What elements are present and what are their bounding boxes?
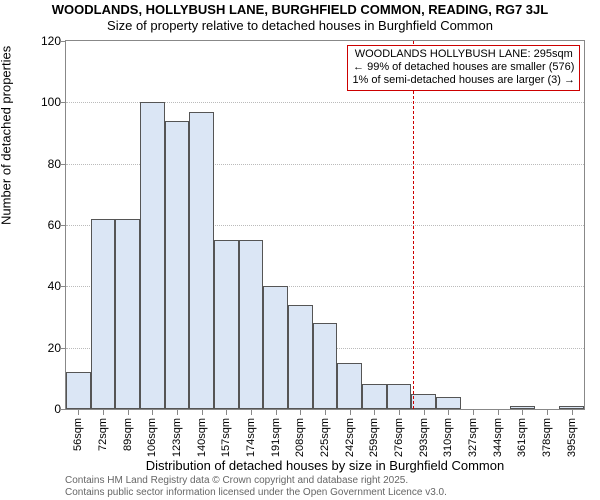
chart-title: WOODLANDS, HOLLYBUSH LANE, BURGHFIELD CO… [0,2,600,18]
x-tick-label: 174sqm [245,418,257,457]
y-tick-label: 0 [35,402,61,416]
bar [288,305,313,409]
bar [387,384,412,409]
x-tick-label: 106sqm [146,418,158,457]
x-tick-label: 378sqm [541,418,553,457]
bar [436,397,461,409]
footer-text: Contains HM Land Registry data © Crown c… [65,475,447,498]
bar [165,121,190,409]
annotation-line1: WOODLANDS HOLLYBUSH LANE: 295sqm [352,48,575,61]
x-tick-label: 140sqm [196,418,208,457]
footer-line1: Contains HM Land Registry data © Crown c… [65,475,447,487]
bar [263,286,288,409]
x-tick-label: 56sqm [72,418,84,451]
bar [91,219,116,409]
x-tick-label: 123sqm [171,418,183,457]
bar [115,219,140,409]
x-tick-label: 293sqm [418,418,430,457]
x-tick-label: 208sqm [294,418,306,457]
y-axis-label: Number of detached properties [0,46,14,225]
x-tick-label: 361sqm [516,418,528,457]
bar [337,363,362,409]
x-tick-label: 242sqm [344,418,356,457]
y-tick-label: 20 [35,341,61,355]
footer-line2: Contains public sector information licen… [65,487,447,499]
bar [510,406,535,409]
bar [189,112,214,409]
x-tick-label: 276sqm [393,418,405,457]
annotation-line2: ← 99% of detached houses are smaller (57… [352,61,575,74]
y-tick-label: 100 [35,95,61,109]
chart-subtitle: Size of property relative to detached ho… [0,18,600,33]
x-tick-label: 72sqm [97,418,109,451]
annotation-line3: 1% of semi-detached houses are larger (3… [352,74,575,87]
marker-line [413,41,414,409]
x-tick-label: 191sqm [270,418,282,457]
bar [140,102,165,409]
bar [239,240,264,409]
y-tick-label: 120 [35,34,61,48]
x-tick-label: 395sqm [566,418,578,457]
bar [66,372,91,409]
x-axis-label: Distribution of detached houses by size … [65,458,585,473]
bar [411,394,436,409]
bar [362,384,387,409]
x-tick-label: 225sqm [319,418,331,457]
bar [214,240,239,409]
y-tick-label: 80 [35,157,61,171]
bar [559,406,584,409]
x-tick-label: 344sqm [492,418,504,457]
x-tick-label: 157sqm [220,418,232,457]
x-tick-label: 310sqm [442,418,454,457]
bar [313,323,338,409]
x-tick-label: 89sqm [122,418,134,451]
y-tick-label: 40 [35,279,61,293]
y-tick-label: 60 [35,218,61,232]
annotation-box: WOODLANDS HOLLYBUSH LANE: 295sqm ← 99% o… [347,45,580,91]
x-tick-label: 259sqm [368,418,380,457]
plot-area: WOODLANDS HOLLYBUSH LANE: 295sqm ← 99% o… [65,40,585,410]
chart-container: WOODLANDS, HOLLYBUSH LANE, BURGHFIELD CO… [0,0,600,500]
x-tick-label: 327sqm [467,418,479,457]
